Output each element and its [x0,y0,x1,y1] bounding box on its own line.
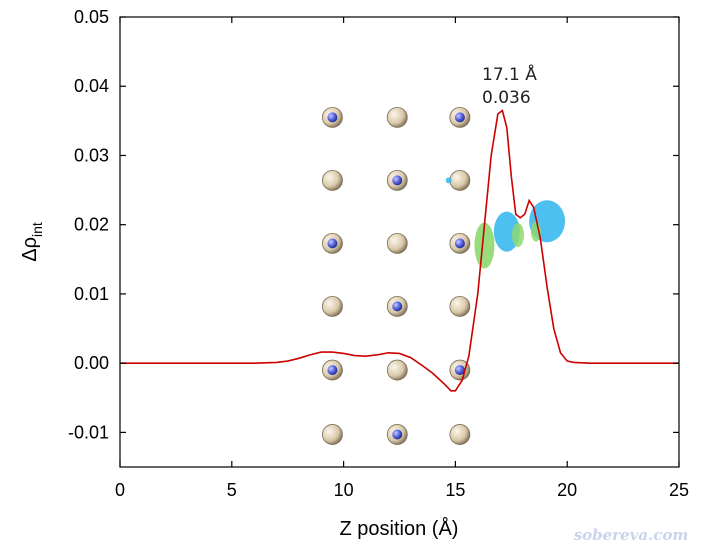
dopant-atom [327,365,338,376]
y-tick-label: -0.01 [68,422,109,442]
y-axis-symbol: Δρ [19,237,41,262]
atom [386,232,408,254]
dopant-atom [454,112,465,123]
x-tick-label: 25 [669,480,689,500]
series-line [120,109,679,392]
y-tick-label: 0.00 [74,353,109,373]
x-tick-label: 20 [557,480,577,500]
isosurface-blue-small [445,177,452,184]
dopant-atom [454,365,465,376]
atom [322,424,343,445]
dopant-atom [392,301,403,312]
y-tick-label: 0.05 [74,7,109,27]
atom [449,169,471,191]
x-tick-label: 15 [445,480,465,500]
dopant-atom [392,175,403,186]
x-tick-label: 5 [227,480,237,500]
atom [449,295,471,317]
isosurface-inset [445,177,566,269]
structure-inset [322,106,471,445]
annotation: 17.1 Å 0.036 [482,63,537,108]
y-axis-subscript: int [29,222,45,237]
x-axis-title: Z position (Å) [340,517,459,540]
axis-ticks: 0 5 10 15 20 25 -0.01 0.00 0.01 0.02 0.03 0.04 0.05 [68,7,689,500]
isosurface-green [512,223,525,248]
atom [386,106,408,128]
plot-frame [119,16,680,468]
y-tick-label: 0.04 [74,76,109,96]
dopant-atom [327,112,338,123]
x-tick-label: 10 [334,480,354,500]
dopant-atom [454,238,465,249]
annotation-line-1: 17.1 Å [482,63,537,85]
atom [322,169,343,191]
y-axis-title: Δρint [19,222,45,262]
annotation-line-2: 0.036 [482,88,531,108]
atom [449,424,471,445]
x-tick-label: 0 [115,480,125,500]
dopant-atom [392,429,403,440]
dopant-atom [327,238,338,249]
y-tick-label: 0.01 [74,284,109,304]
watermark: sobereva.com [574,526,689,544]
atom [386,359,408,381]
y-tick-label: 0.03 [74,145,109,165]
isosurface-green [474,222,495,269]
atom [322,295,343,317]
y-tick-label: 0.02 [74,215,109,235]
